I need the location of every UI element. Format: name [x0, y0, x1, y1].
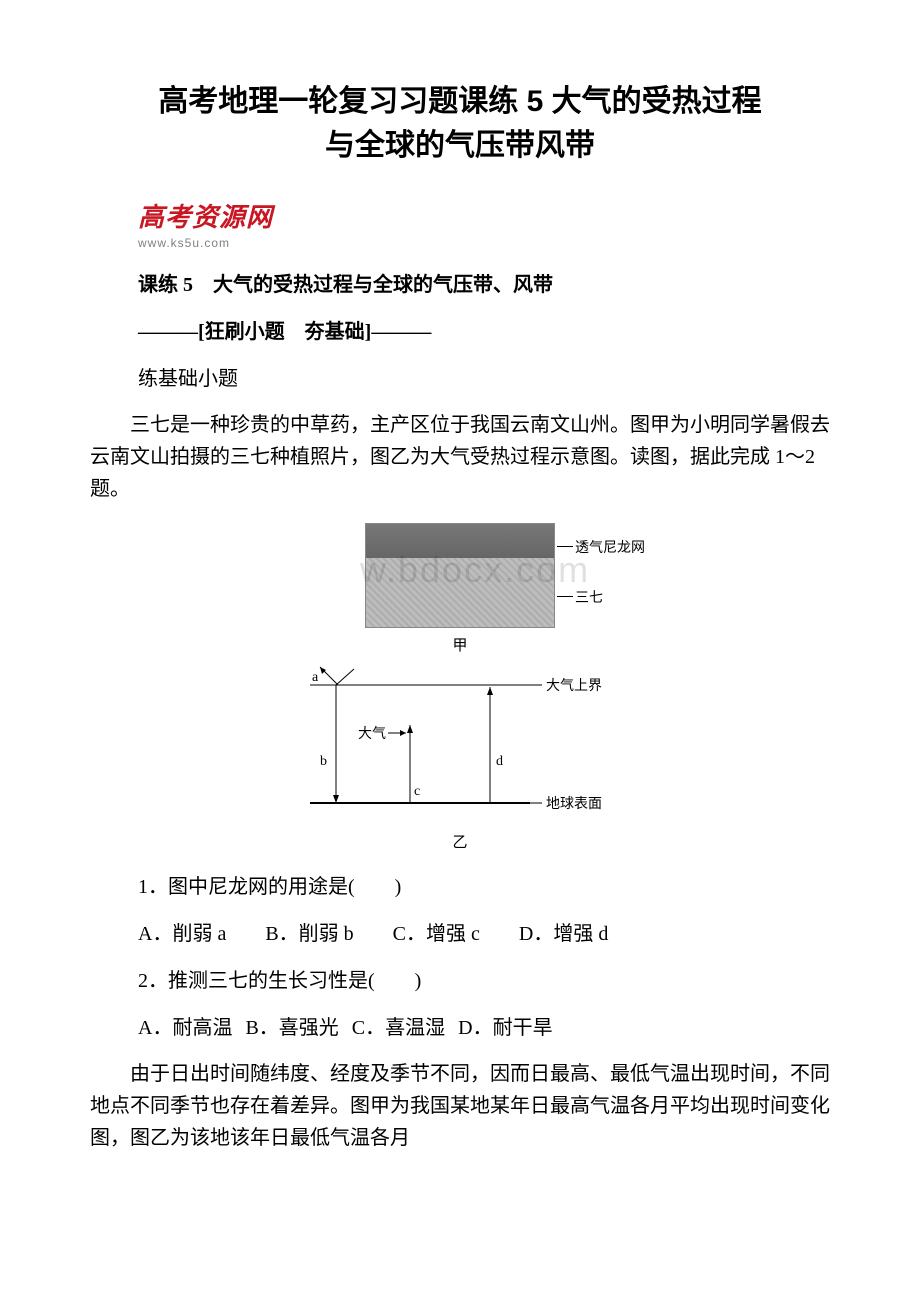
- logo-url: www.ks5u.com: [138, 236, 830, 250]
- figure-yi-caption: 乙: [290, 831, 630, 852]
- title-line-1: 高考地理一轮复习习题课练 5 大气的受热过程: [158, 85, 761, 118]
- q2-stem: 2．推测三七的生长习性是( ): [138, 964, 830, 993]
- q1-option-c: C．增强 c: [393, 923, 480, 945]
- q2-option-c: C．喜温湿: [352, 1017, 445, 1039]
- diagram-atmos-label: 大气: [358, 726, 386, 742]
- intro-paragraph: 三七是一种珍贵的中草药，主产区位于我国云南文山州。图甲为小明同学暑假去云南文山拍…: [90, 409, 830, 505]
- logo-block: 高考资源网 www.ks5u.com: [138, 197, 830, 250]
- diagram-label-d: d: [496, 754, 503, 769]
- diagram-top-label: 大气上界: [546, 678, 602, 694]
- figure-jia-photo: [365, 523, 555, 628]
- figure-jia-caption: 甲: [365, 634, 555, 655]
- diagram-label-c: c: [414, 784, 420, 799]
- figure-jia-plants: [366, 558, 554, 627]
- diagram-bottom-label: 地球表面: [546, 796, 602, 812]
- diagram-label-a: a: [312, 670, 319, 685]
- logo-text: 高考资源网: [138, 197, 830, 234]
- figure-yi: a b c d 大气 大气上界 地球表面 乙: [290, 665, 630, 852]
- brush-line: ———[狂刷小题 夯基础]———: [138, 315, 830, 344]
- q1-option-b: B．削弱 b: [265, 923, 353, 945]
- figure-jia-plant-label: 三七: [575, 587, 603, 607]
- q2-option-a: A．耐高温: [138, 1017, 232, 1039]
- figure-jia: 透气尼龙网 三七 甲: [365, 523, 555, 655]
- figure-yi-diagram: a b c d 大气 大气上界 地球表面: [290, 665, 630, 825]
- q2-option-d: D．耐干旱: [458, 1017, 552, 1039]
- subsection-title: 课练 5 大气的受热过程与全球的气压带、风带: [138, 268, 830, 297]
- q2-option-b: B．喜强光: [245, 1017, 338, 1039]
- q1-options: A．削弱 a B．削弱 b C．增强 c D．增强 d: [138, 917, 830, 946]
- page-title: 高考地理一轮复习习题课练 5 大气的受热过程 与全球的气压带风带: [90, 80, 830, 167]
- figure-jia-net-label: 透气尼龙网: [575, 537, 645, 557]
- q1-option-d: D．增强 d: [519, 923, 608, 945]
- closing-paragraph: 由于日出时间随纬度、经度及季节不同，因而日最高、最低气温出现时间，不同地点不同季…: [90, 1058, 830, 1154]
- diagram-label-b: b: [320, 754, 327, 769]
- basic-label: 练基础小题: [138, 362, 830, 391]
- title-line-2: 与全球的气压带风带: [325, 129, 595, 162]
- figure-area: w.bdocx.com 透气尼龙网 三七 甲 a b c d: [90, 523, 830, 852]
- figure-jia-net-band: [366, 524, 554, 558]
- q1-stem: 1．图中尼龙网的用途是( ): [138, 870, 830, 899]
- q2-options: A．耐高温 B．喜强光 C．喜温湿 D．耐干旱: [138, 1011, 830, 1040]
- q1-option-a: A．削弱 a: [138, 923, 226, 945]
